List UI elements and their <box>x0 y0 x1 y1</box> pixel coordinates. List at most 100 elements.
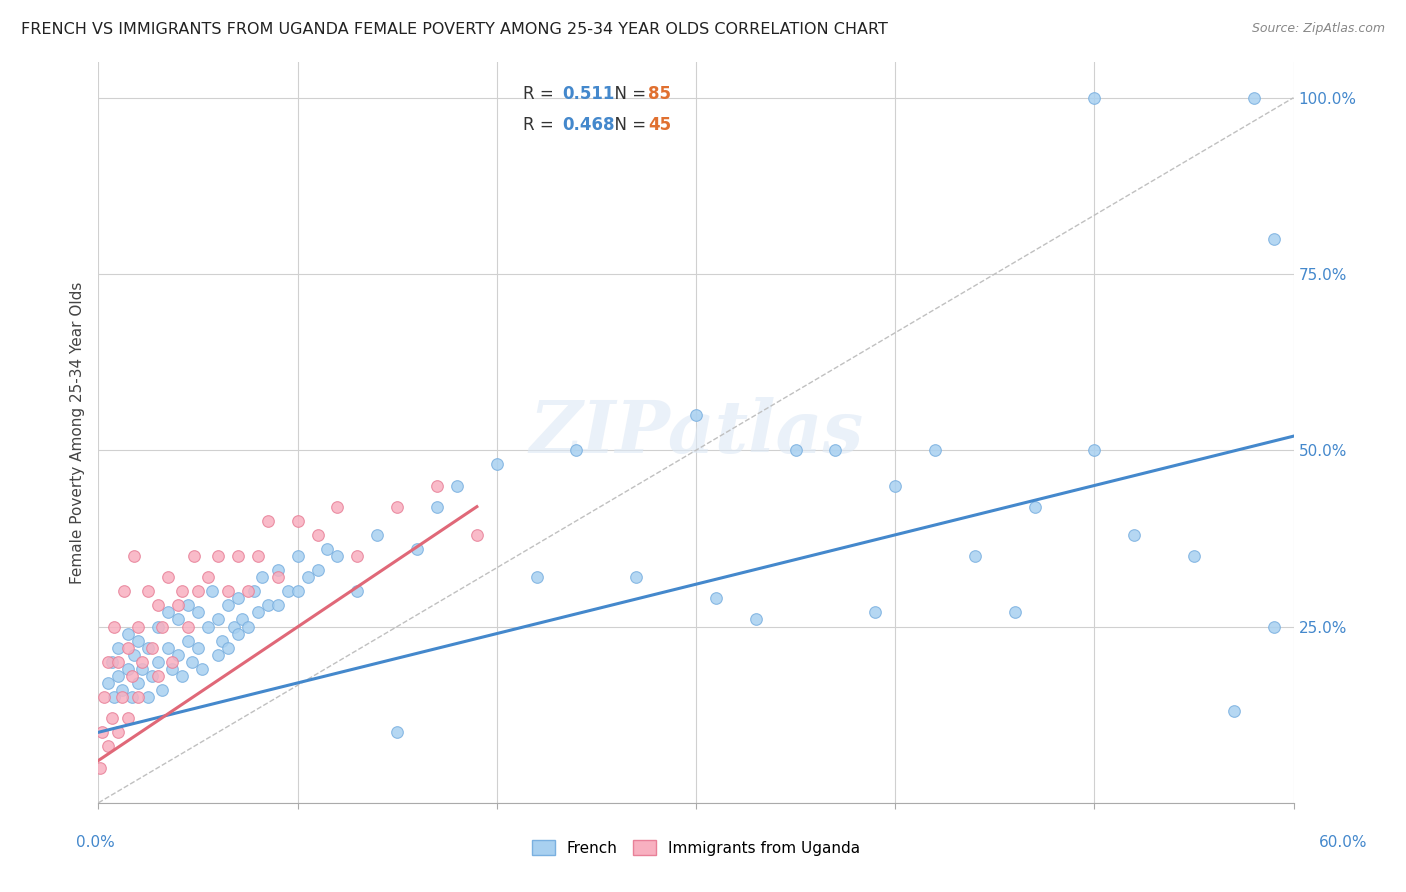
Point <box>117 662 139 676</box>
Legend: French, Immigrants from Uganda: French, Immigrants from Uganda <box>526 834 866 862</box>
Point <box>277 584 299 599</box>
Point <box>111 690 134 704</box>
Point <box>207 612 229 626</box>
Point <box>267 599 290 613</box>
Point <box>136 690 159 704</box>
Point <box>963 549 986 563</box>
Point <box>307 528 329 542</box>
Point <box>243 584 266 599</box>
Text: 0.468: 0.468 <box>562 116 614 134</box>
Point <box>93 690 115 704</box>
Point <box>1182 549 1205 563</box>
Point <box>97 655 120 669</box>
Point <box>1024 500 1046 514</box>
Point <box>141 669 163 683</box>
Point <box>217 599 239 613</box>
Text: 45: 45 <box>648 116 671 134</box>
Point <box>148 669 170 683</box>
Point <box>131 662 153 676</box>
Point <box>197 619 219 633</box>
Point <box>157 606 180 620</box>
Point <box>366 528 388 542</box>
Text: R =: R = <box>523 116 558 134</box>
Point <box>256 599 278 613</box>
Point <box>117 640 139 655</box>
Point <box>191 662 214 676</box>
Point <box>107 640 129 655</box>
Point <box>107 655 129 669</box>
Point <box>124 549 146 563</box>
Point <box>246 549 269 563</box>
Point <box>197 570 219 584</box>
Point <box>167 612 190 626</box>
Point <box>326 500 349 514</box>
Point <box>127 633 149 648</box>
Point <box>136 640 159 655</box>
Point <box>160 662 183 676</box>
Point <box>112 584 135 599</box>
Point <box>704 591 727 606</box>
Point <box>127 676 149 690</box>
Point <box>1243 91 1265 105</box>
Point <box>446 478 468 492</box>
Point <box>172 584 194 599</box>
Point <box>685 408 707 422</box>
Point <box>148 599 170 613</box>
Point <box>117 711 139 725</box>
Text: N =: N = <box>605 85 651 103</box>
Point <box>150 683 173 698</box>
Point <box>785 443 807 458</box>
Point <box>177 633 200 648</box>
Point <box>485 458 508 472</box>
Point <box>103 690 125 704</box>
Point <box>226 591 249 606</box>
Point <box>97 676 120 690</box>
Point <box>287 549 309 563</box>
Point <box>101 711 124 725</box>
Point <box>236 619 259 633</box>
Point <box>103 619 125 633</box>
Point <box>148 619 170 633</box>
Point <box>111 683 134 698</box>
Point <box>160 655 183 669</box>
Point <box>526 570 548 584</box>
Text: 0.511: 0.511 <box>562 85 614 103</box>
Point <box>1083 443 1105 458</box>
Point <box>127 619 149 633</box>
Text: R =: R = <box>523 85 558 103</box>
Text: ZIPatlas: ZIPatlas <box>529 397 863 468</box>
Point <box>181 655 204 669</box>
Point <box>1004 606 1026 620</box>
Point <box>183 549 205 563</box>
Point <box>187 584 209 599</box>
Point <box>101 655 124 669</box>
Point <box>157 640 180 655</box>
Point <box>287 514 309 528</box>
Point <box>824 443 846 458</box>
Point <box>141 640 163 655</box>
Point <box>256 514 278 528</box>
Text: 60.0%: 60.0% <box>1319 836 1367 850</box>
Point <box>217 640 239 655</box>
Point <box>131 655 153 669</box>
Text: N =: N = <box>605 116 651 134</box>
Point <box>1123 528 1146 542</box>
Point <box>217 584 239 599</box>
Point <box>246 606 269 620</box>
Point <box>924 443 946 458</box>
Point <box>207 648 229 662</box>
Point <box>226 549 249 563</box>
Point <box>884 478 907 492</box>
Text: Source: ZipAtlas.com: Source: ZipAtlas.com <box>1251 22 1385 36</box>
Point <box>250 570 273 584</box>
Point <box>97 739 120 754</box>
Point <box>745 612 768 626</box>
Point <box>89 760 111 774</box>
Point <box>426 500 449 514</box>
Point <box>287 584 309 599</box>
Point <box>406 541 429 556</box>
Point <box>187 606 209 620</box>
Point <box>385 500 409 514</box>
Point <box>91 725 114 739</box>
Point <box>426 478 449 492</box>
